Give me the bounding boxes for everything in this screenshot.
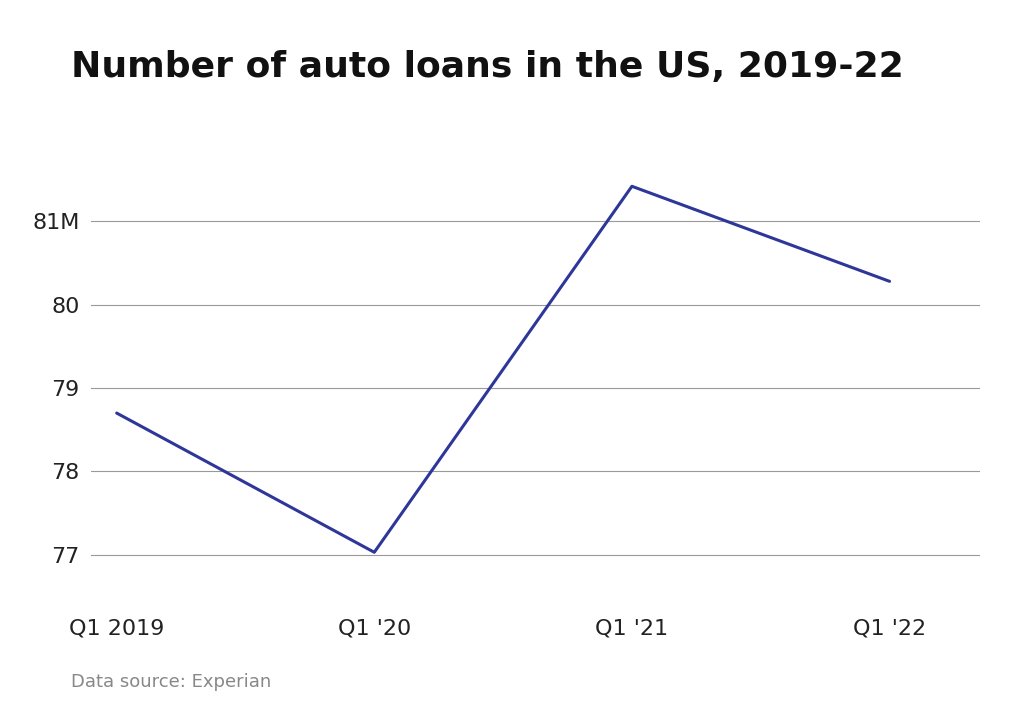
Text: Data source: Experian: Data source: Experian	[71, 673, 271, 691]
Text: Number of auto loans in the US, 2019-22: Number of auto loans in the US, 2019-22	[71, 50, 904, 84]
